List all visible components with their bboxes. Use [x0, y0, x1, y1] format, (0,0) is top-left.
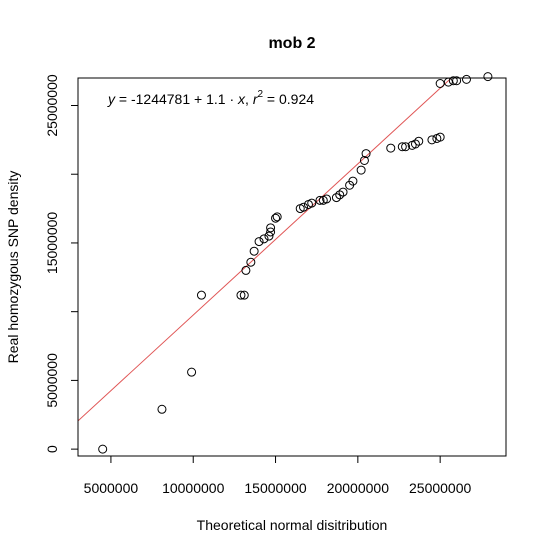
data-point [249, 246, 259, 256]
x-axis: 5000000 10000000 15000000 20000000 25000000 [84, 456, 472, 496]
regression-equation: y = -1244781 + 1.1 · x, r2 = 0.924 [107, 89, 314, 107]
data-point [427, 135, 437, 145]
data-point [386, 143, 396, 153]
plot-frame [77, 77, 507, 457]
data-point [435, 78, 445, 88]
data-point [335, 190, 345, 200]
data-point [266, 223, 276, 233]
data-point [259, 234, 269, 244]
y-tick-label: 0 [44, 445, 60, 453]
y-tick-label: 5000000 [44, 353, 60, 408]
data-point [241, 265, 251, 275]
data-point [196, 290, 206, 300]
data-point [187, 367, 197, 377]
data-point [322, 194, 332, 204]
data-point [246, 257, 256, 267]
eq-intercept: -1244781 [131, 91, 190, 107]
data-point [401, 142, 411, 152]
data-point [410, 139, 420, 149]
x-tick-label: 20000000 [327, 480, 390, 496]
eq-plus: + [190, 91, 206, 107]
data-point [299, 202, 309, 212]
y-axis: 0 5000000 15000000 25000000 [44, 74, 78, 453]
data-point [448, 76, 458, 86]
y-axis-label: Real homozygous SNP density [5, 171, 21, 364]
eq-equals: = [115, 91, 131, 107]
x-tick-label: 10000000 [162, 480, 225, 496]
data-point [236, 290, 246, 300]
data-point [361, 149, 371, 159]
x-tick-label: 5000000 [84, 480, 139, 496]
points-layer [98, 72, 493, 454]
eq-r-exponent: 2 [257, 89, 263, 100]
data-point [356, 165, 366, 175]
y-tick-label: 15000000 [44, 212, 60, 275]
data-point [272, 212, 282, 222]
data-point [414, 136, 424, 146]
x-tick-label: 15000000 [244, 480, 307, 496]
chart-title: mob 2 [268, 35, 315, 52]
fit-line-layer [78, 78, 453, 422]
eq-slope: 1.1 [206, 91, 226, 107]
data-point [266, 227, 276, 237]
data-point [254, 237, 264, 247]
data-point [239, 290, 249, 300]
data-point [157, 404, 167, 414]
eq-y: y [107, 91, 116, 107]
y-tick-label: 25000000 [44, 74, 60, 137]
data-point [264, 231, 274, 241]
eq-dot: · [226, 91, 238, 107]
x-axis-label: Theoretical normal disitribution [197, 517, 388, 533]
eq-r-value: = 0.924 [263, 91, 314, 107]
data-point [435, 132, 445, 142]
data-point [452, 76, 462, 86]
data-point [331, 193, 341, 203]
eq-r: r [253, 91, 259, 107]
data-point [271, 213, 281, 223]
data-point [397, 142, 407, 152]
x-tick-label: 25000000 [409, 480, 472, 496]
data-point [359, 155, 369, 165]
eq-comma: , [245, 91, 253, 107]
eq-x: x [237, 91, 246, 107]
data-point [98, 444, 108, 454]
data-point [483, 72, 493, 82]
fit-line [78, 78, 453, 422]
data-point [315, 195, 325, 205]
data-point [443, 77, 453, 87]
data-point [348, 176, 358, 186]
data-point [307, 198, 317, 208]
data-point [338, 187, 348, 197]
data-point [461, 74, 471, 84]
